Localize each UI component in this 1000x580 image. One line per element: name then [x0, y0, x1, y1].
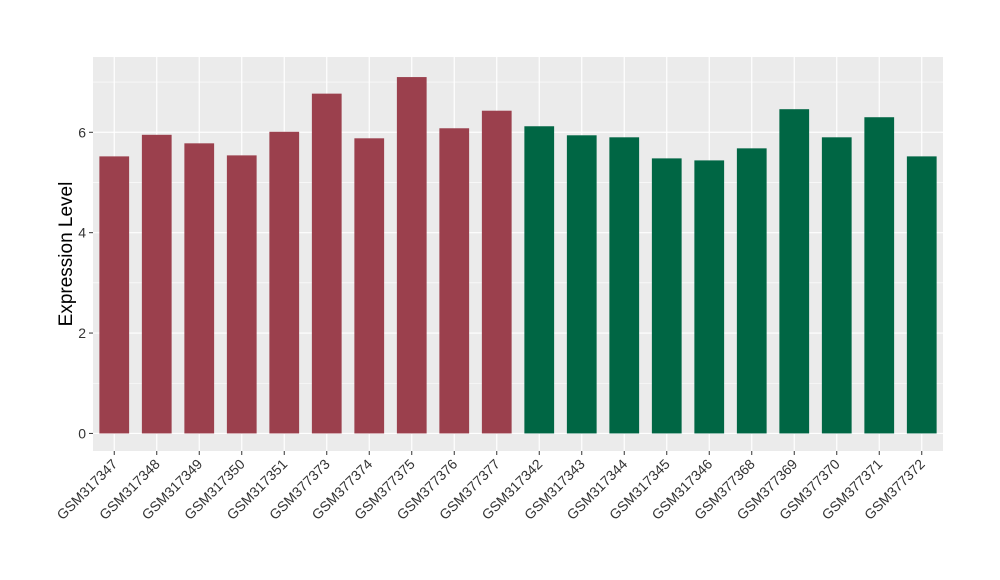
y-tick-label: 4 — [78, 225, 86, 241]
y-tick-label: 0 — [78, 425, 86, 441]
y-axis-title: Expression Level — [56, 182, 77, 327]
bar-GSM317349 — [184, 143, 215, 434]
bar-GSM377371 — [864, 117, 895, 434]
bar-GSM377369 — [779, 109, 810, 434]
bar-GSM317342 — [524, 126, 555, 434]
bar-GSM377370 — [821, 137, 852, 434]
y-tick-label: 2 — [78, 325, 86, 341]
bar-GSM317346 — [694, 160, 725, 434]
bar-GSM317344 — [609, 137, 640, 434]
bar-GSM317345 — [651, 158, 682, 434]
bar-GSM377375 — [396, 77, 427, 434]
x-axis: GSM317347GSM317348GSM317349GSM317350GSM3… — [53, 451, 928, 523]
bar-GSM317350 — [226, 155, 257, 434]
bar-GSM377376 — [439, 128, 470, 434]
bar-GSM377377 — [481, 110, 512, 434]
bar-GSM377373 — [311, 93, 342, 434]
bar-GSM377368 — [736, 148, 767, 434]
bar-GSM317347 — [99, 156, 130, 434]
bar-GSM317351 — [269, 131, 300, 434]
bar-GSM317348 — [141, 134, 172, 434]
bar-GSM377374 — [354, 138, 385, 434]
bar-GSM317343 — [566, 135, 597, 434]
bars — [99, 77, 937, 434]
plot-panel — [93, 57, 943, 451]
y-axis: 0 2 4 6 — [78, 124, 93, 441]
y-tick-label: 6 — [78, 124, 86, 140]
bar-GSM377372 — [906, 156, 937, 434]
